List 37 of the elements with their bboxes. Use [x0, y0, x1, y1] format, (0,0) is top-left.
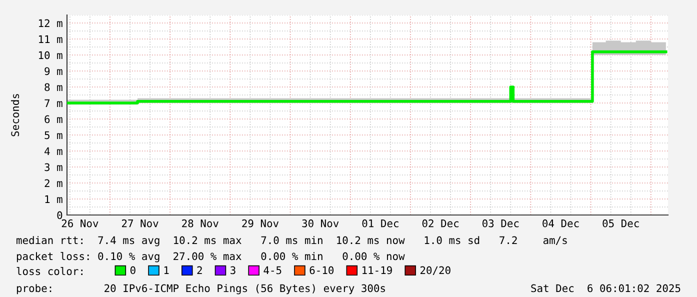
legend-label: 20/20: [420, 266, 450, 275]
y-tick-label: 8 m: [44, 83, 62, 92]
x-tick-label: 28 Nov: [182, 219, 218, 228]
y-tick-label: 12 m: [39, 19, 62, 27]
legend-label: 4-5: [264, 266, 282, 274]
y-tick-label: 7 m: [44, 99, 62, 107]
legend-label: 2: [197, 266, 202, 274]
legend-label: 3: [230, 266, 236, 274]
y-tick-label: 0: [57, 211, 62, 220]
x-tick-label: 01 Dec: [362, 219, 398, 228]
y-tick-label: 11 m: [39, 35, 62, 43]
text: Sat Dec 6 06:01:02 2025: [531, 284, 680, 292]
x-tick-label: 29 Nov: [242, 219, 279, 228]
y-tick-label: 5 m: [44, 131, 62, 140]
y-tick-label: 3 m: [44, 163, 62, 172]
x-tick-label: 26 Nov: [62, 219, 98, 228]
x-tick-label: 27 Nov: [122, 219, 158, 228]
text: probe: 20 IPv6-ICMP Echo Pings (56 Bytes) every 300s: [16, 284, 385, 294]
y-tick-label: 4 m: [44, 147, 62, 155]
y-tick-label: 2 m: [44, 179, 62, 187]
legend-title: loss color:: [16, 267, 82, 276]
y-tick-label: 1 m: [45, 195, 62, 203]
legend-label: 6-10: [310, 266, 334, 274]
y-tick-label: 9 m: [44, 67, 62, 76]
legend-label: 0: [130, 266, 136, 274]
x-tick-label: 02 Dec: [422, 219, 458, 228]
y-tick-label: 6 m: [44, 115, 62, 124]
text: packet loss: 0.10 % avg 27.00 % max 0.00 % min 0.00 % now: [16, 252, 405, 262]
legend-label: 1: [164, 266, 169, 274]
x-tick-label: 04 Dec: [542, 219, 579, 228]
legend-label: 11-19: [362, 266, 392, 274]
x-tick-label: 05 Dec: [602, 219, 639, 228]
y-axis-title: Seconds: [11, 94, 20, 136]
text: median rtt: 7.4 ms avg 10.2 ms max 7.0 ms min 10.2 ms now 1.0 ms sd 7.2 am/s: [16, 236, 567, 246]
x-tick-label: 03 Dec: [482, 219, 519, 228]
y-tick-label: 10 m: [39, 51, 62, 60]
x-tick-label: 30 Nov: [302, 219, 339, 228]
